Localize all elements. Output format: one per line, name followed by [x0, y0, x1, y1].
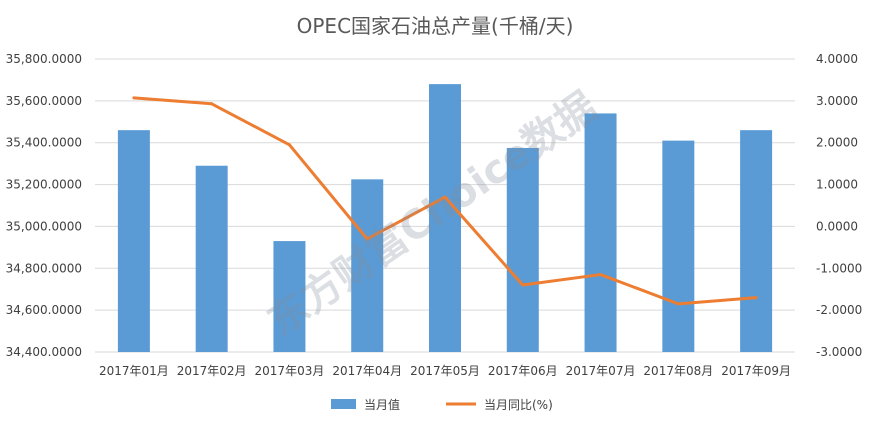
- bar: [740, 130, 773, 352]
- line-point: [754, 296, 758, 300]
- x-tick-label: 2017年03月: [255, 364, 325, 378]
- line-point: [443, 195, 447, 199]
- line-point: [287, 143, 291, 147]
- line-series: [132, 96, 758, 306]
- bar-series: [117, 84, 773, 353]
- right-tick-label: -2.0000: [816, 303, 862, 317]
- bar: [351, 179, 384, 352]
- bar: [506, 147, 539, 352]
- legend-label-line: 当月同比(%): [484, 398, 553, 412]
- left-tick-label: 35,400.0000: [6, 136, 82, 150]
- x-tick-label: 2017年02月: [177, 364, 247, 378]
- x-tick-label: 2017年07月: [566, 364, 636, 378]
- legend: 当月值 当月同比(%): [331, 397, 553, 412]
- line-point: [365, 237, 369, 241]
- bar: [195, 165, 228, 352]
- right-tick-label: -3.0000: [816, 345, 862, 359]
- bar: [662, 140, 695, 352]
- line-point: [599, 273, 603, 277]
- line-point: [521, 283, 525, 287]
- legend-label-bar: 当月值: [364, 397, 400, 412]
- line-point: [676, 302, 680, 306]
- x-tick-label: 2017年06月: [488, 364, 558, 378]
- x-tick-label: 2017年08月: [643, 364, 713, 378]
- x-tick-label: 2017年01月: [99, 364, 169, 378]
- right-tick-label: 0.0000: [816, 219, 858, 233]
- right-tick-label: 3.0000: [816, 94, 858, 108]
- left-axis-ticks: 34,400.0000 34,600.0000 34,800.0000 35,000.…: [6, 52, 82, 359]
- chart-title: OPEC国家石油总产量(千桶/天): [297, 14, 574, 38]
- left-tick-label: 34,600.0000: [6, 303, 82, 317]
- left-tick-label: 35,200.0000: [6, 178, 82, 192]
- left-tick-label: 35,800.0000: [6, 52, 82, 66]
- line-point: [210, 102, 214, 106]
- right-tick-label: -1.0000: [816, 261, 862, 275]
- x-axis-ticks: 2017年01月 2017年02月 2017年03月 2017年04月 2017年05月…: [99, 364, 791, 378]
- legend-swatch-bar: [331, 399, 356, 409]
- x-tick-label: 2017年05月: [410, 364, 480, 378]
- x-tick-label: 2017年04月: [332, 364, 402, 378]
- bar: [117, 130, 150, 352]
- bar: [273, 241, 306, 352]
- left-tick-label: 34,800.0000: [6, 261, 82, 275]
- left-tick-label: 35,600.0000: [6, 94, 82, 108]
- right-axis-ticks: -3.0000 -2.0000 -1.0000 0.0000 1.0000 2.0000 3…: [816, 52, 862, 359]
- left-tick-label: 34,400.0000: [6, 345, 82, 359]
- x-tick-label: 2017年09月: [721, 364, 791, 378]
- bar: [429, 84, 461, 352]
- right-tick-label: 4.0000: [816, 52, 858, 66]
- left-tick-label: 35,000.0000: [6, 219, 82, 233]
- line-point: [132, 96, 136, 100]
- right-tick-label: 1.0000: [816, 178, 858, 192]
- right-tick-label: 2.0000: [816, 136, 858, 150]
- bar: [584, 113, 617, 353]
